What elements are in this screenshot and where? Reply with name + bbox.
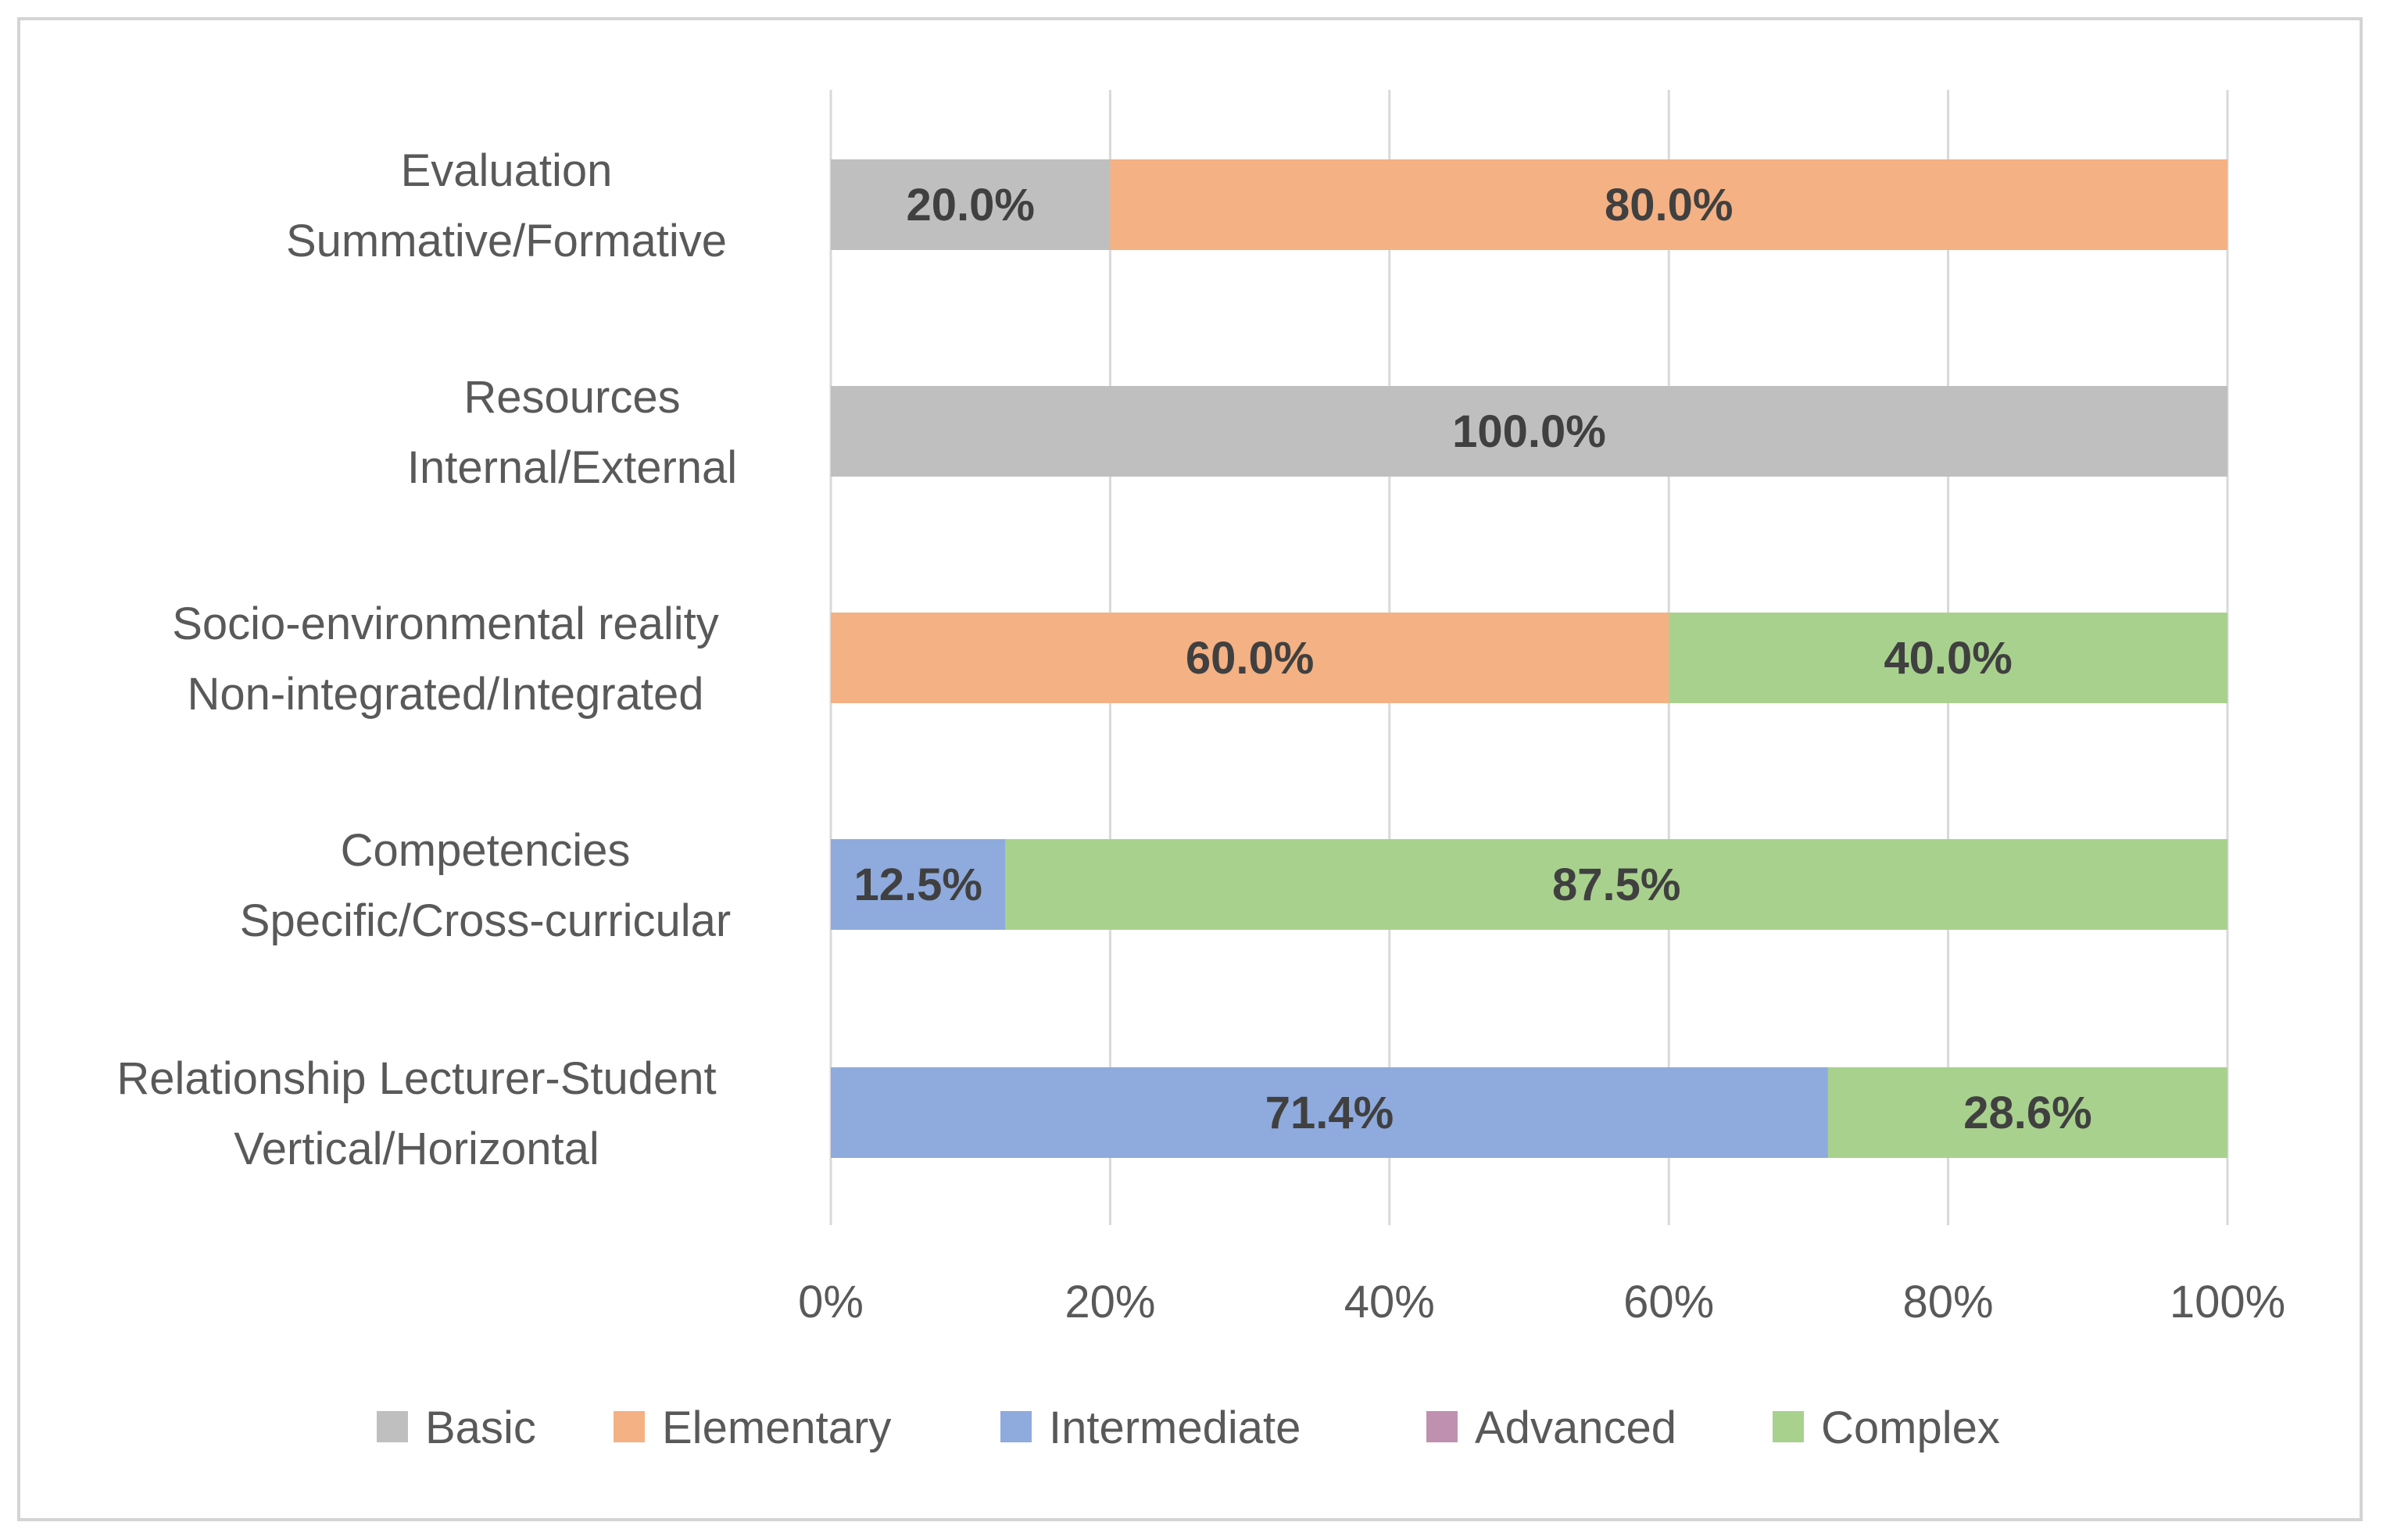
bar-basic-0 xyxy=(831,159,1111,250)
bar-intermediate-4 xyxy=(831,1067,1828,1158)
category-label-line: Summative/Formative xyxy=(286,216,727,266)
x-tick-label: 60% xyxy=(1623,1277,1714,1327)
data-label: 87.5% xyxy=(1552,859,1680,910)
legend-swatch-basic xyxy=(377,1411,408,1442)
category-label-line: Specific/Cross-curricular xyxy=(240,895,731,946)
category-label-line: Resources xyxy=(463,372,680,423)
data-label: 40.0% xyxy=(1884,633,2012,684)
data-label: 60.0% xyxy=(1186,633,1314,684)
category-label-line: Evaluation xyxy=(401,145,613,196)
x-tick-label: 100% xyxy=(2170,1277,2285,1327)
bar-intermediate-3 xyxy=(831,839,1006,930)
bar-elementary-2 xyxy=(831,613,1669,703)
category-label-line: Internal/External xyxy=(407,442,737,493)
category-label-line: Socio-environmental reality xyxy=(172,598,719,649)
legend-swatch-elementary xyxy=(614,1411,645,1442)
x-tick-labels: 0% 20% 40% 60% 80% 100% xyxy=(798,1277,2285,1327)
category-label-line: Competencies xyxy=(341,825,631,876)
bar-complex-3 xyxy=(1005,839,2227,930)
bar-complex-2 xyxy=(1669,613,2227,703)
category-label-line: Non-integrated/Integrated xyxy=(188,669,704,720)
x-tick-label: 0% xyxy=(798,1277,864,1327)
data-label: 20.0% xyxy=(906,180,1034,230)
data-label: 12.5% xyxy=(853,859,982,910)
category-label: Evaluation Summative/Formative xyxy=(286,145,727,266)
bars: 20.0% 80.0% 100.0% 60.0% 40.0% 12.5% 87.5% 71.4… xyxy=(831,159,2227,1158)
category-label-line: Vertical/Horizontal xyxy=(234,1124,599,1174)
bar-basic-1 xyxy=(831,386,2227,477)
legend-label-complex: Complex xyxy=(1821,1402,2000,1453)
category-label: Relationship Lecturer-Student Vertical/Ho… xyxy=(116,1053,716,1174)
legend-swatch-complex xyxy=(1773,1411,1804,1442)
legend-label-elementary: Elementary xyxy=(662,1402,891,1453)
legend-label-intermediate: Intermediate xyxy=(1049,1402,1301,1453)
data-label: 80.0% xyxy=(1605,180,1733,230)
x-tick-label: 80% xyxy=(1903,1277,1994,1327)
category-labels: Evaluation Summative/Formative Resources In… xyxy=(116,145,737,1174)
data-label: 71.4% xyxy=(1265,1088,1394,1138)
legend-label-basic: Basic xyxy=(425,1402,536,1453)
legend-swatch-intermediate xyxy=(1000,1411,1032,1442)
bar-elementary-0 xyxy=(1110,159,2227,250)
x-tick-label: 40% xyxy=(1344,1277,1435,1327)
category-label: Competencies Specific/Cross-curricular xyxy=(240,825,731,946)
x-tick-label: 20% xyxy=(1064,1277,1155,1327)
legend-swatch-advanced xyxy=(1426,1411,1458,1442)
category-label: Resources Internal/External xyxy=(407,372,737,493)
data-label: 100.0% xyxy=(1452,406,1606,457)
legend-label-advanced: Advanced xyxy=(1475,1402,1676,1453)
chart-frame xyxy=(17,17,2363,1521)
bar-complex-4 xyxy=(1827,1067,2227,1158)
category-label-line: Relationship Lecturer-Student xyxy=(116,1053,716,1104)
data-label: 28.6% xyxy=(1963,1088,2091,1138)
category-label: Socio-environmental reality Non-integrate… xyxy=(172,598,719,720)
legend: Basic Elementary Intermediate Advanced Compl… xyxy=(377,1402,2000,1453)
